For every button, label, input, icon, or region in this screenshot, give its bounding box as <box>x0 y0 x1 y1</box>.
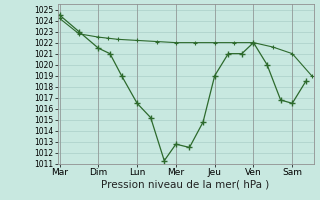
X-axis label: Pression niveau de la mer( hPa ): Pression niveau de la mer( hPa ) <box>101 180 270 190</box>
